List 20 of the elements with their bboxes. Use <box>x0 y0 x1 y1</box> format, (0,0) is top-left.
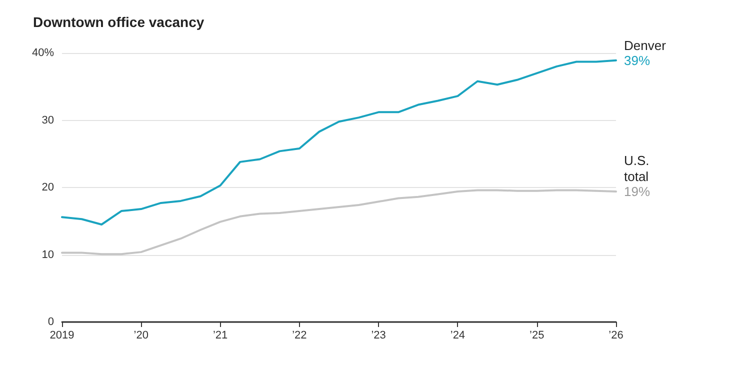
data-label: 19% <box>624 184 650 200</box>
series-label: U.S. total <box>624 153 653 184</box>
y-tick-label: 0 <box>48 316 54 328</box>
x-tick-label: ’26 <box>608 330 624 342</box>
line-series <box>61 59 617 226</box>
x-tick-label: ’24 <box>450 330 466 342</box>
x-tick-label: ’21 <box>212 330 228 342</box>
x-tick-label: ’25 <box>530 330 544 342</box>
y-tick-label: 40% <box>32 47 54 59</box>
y-tick-label: 20 <box>42 182 54 194</box>
chart-title: Downtown office vacancy <box>33 14 204 30</box>
y-tick-label: 30 <box>42 114 54 126</box>
line-series <box>61 189 617 256</box>
series-label: Denver <box>624 38 667 53</box>
y-tick-label: 10 <box>42 248 54 261</box>
x-tick-label: ’22 <box>292 330 307 342</box>
x-tick-label: ’20 <box>134 330 148 342</box>
data-label: 39% <box>624 52 650 68</box>
x-tick-label: 2019 <box>50 330 74 342</box>
x-tick-label: ’23 <box>371 330 386 342</box>
